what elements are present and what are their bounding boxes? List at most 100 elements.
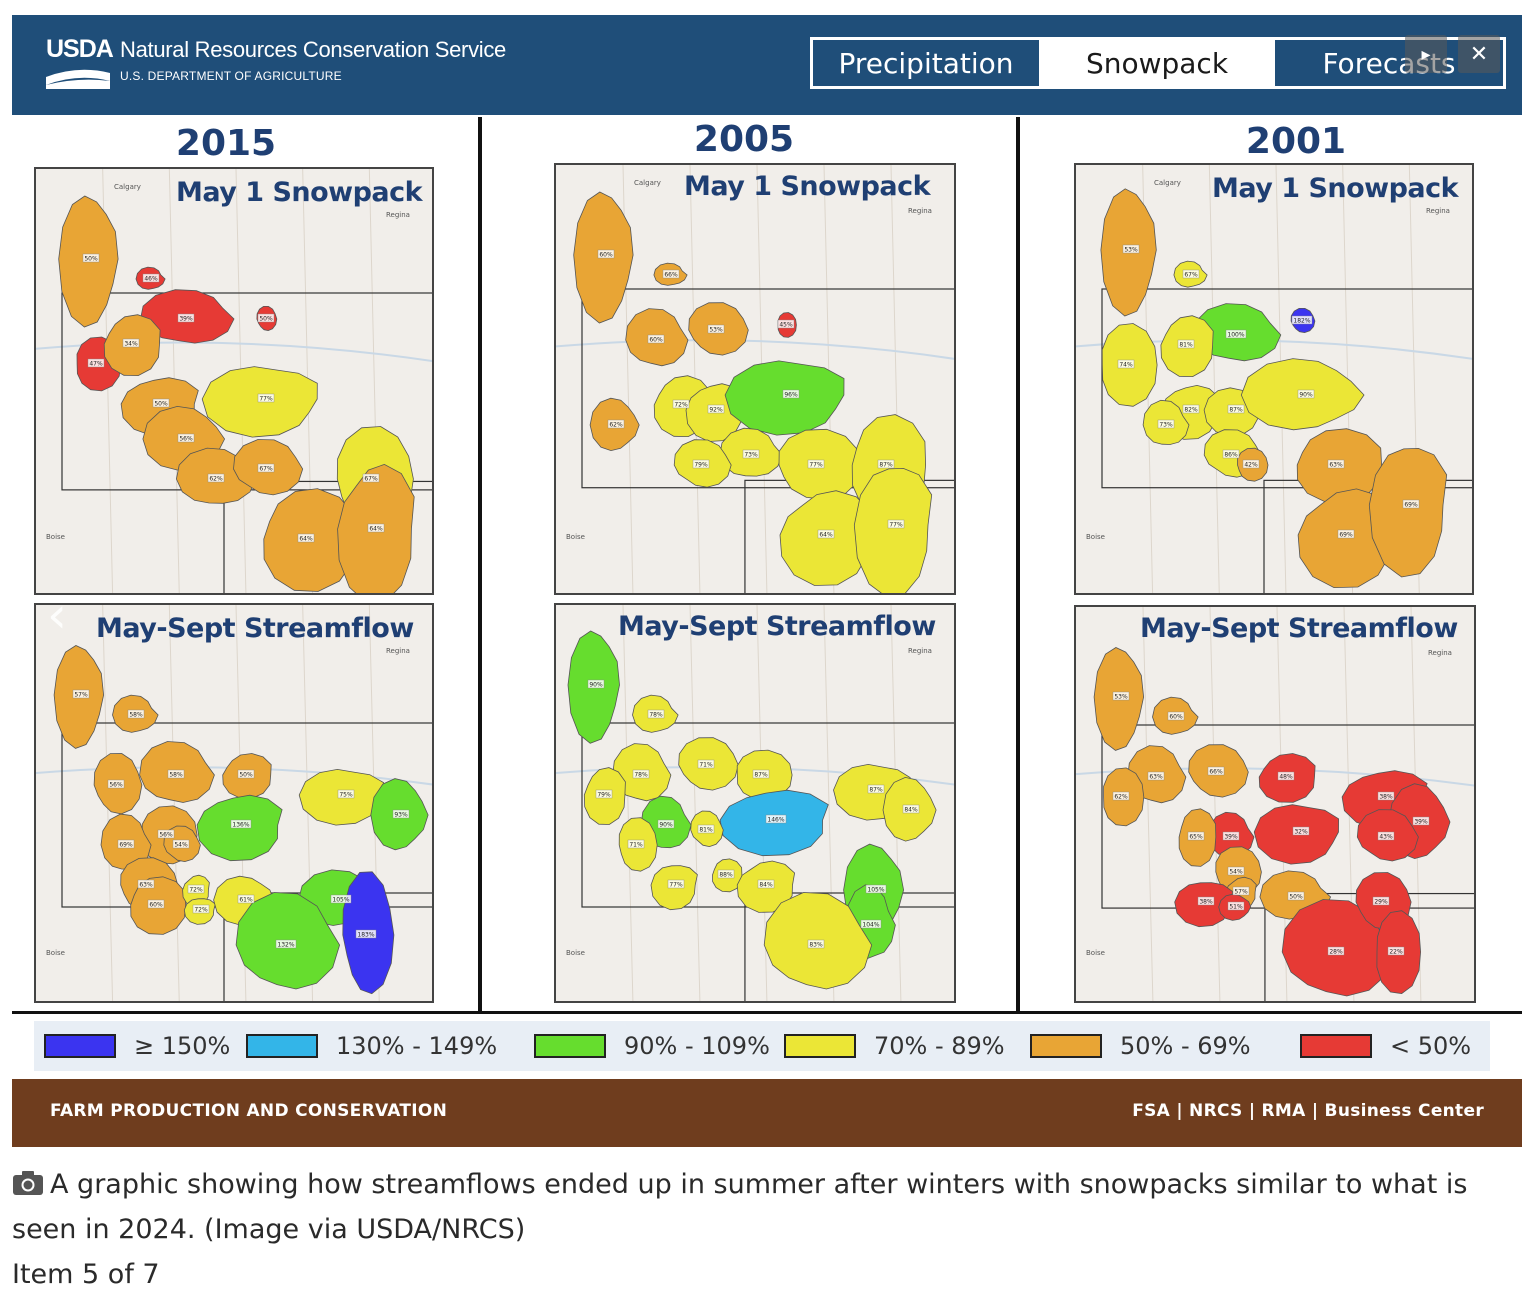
legend-label: 130% - 149% <box>336 1032 498 1060</box>
basin-percent-label: 77% <box>669 882 683 889</box>
basin-percent-label: 38% <box>1379 794 1393 801</box>
basin-percent-label: 90% <box>589 682 603 689</box>
svg-text:Regina: Regina <box>1428 649 1452 657</box>
basin-percent-label: 87% <box>1229 407 1243 414</box>
streamflow-map-title: May-Sept Streamflow <box>1140 613 1458 644</box>
basin-percent-label: 62% <box>209 476 223 483</box>
basin-percent-label: 82% <box>1184 407 1198 414</box>
basin-percent-label: 73% <box>744 452 758 459</box>
legend-label: 90% - 109% <box>624 1032 770 1060</box>
basin-percent-label: 56% <box>159 832 173 839</box>
basin-percent-label: 51% <box>1229 904 1243 911</box>
streamflow-map-2005-graphic: Boise Regina 90% 78% 78% 71% 87% 79% 146% 87% 84% 9… <box>556 605 954 1001</box>
basin-percent-label: 64% <box>369 526 383 533</box>
snowpack-map-2015: Calgary Boise Regina 50% 46% 39% 50% 47% 34% 50% 7… <box>34 167 434 595</box>
legend-swatch <box>44 1034 116 1058</box>
basin-percent-label: 46% <box>144 276 158 283</box>
streamflow-map-2015: Boise Regina 57% 58% 58% 56% 56% 50% 136% 75% 93% 6… <box>34 603 434 1003</box>
svg-text:Boise: Boise <box>46 949 65 957</box>
basin-percent-label: 78% <box>634 772 648 779</box>
footer-bar: FARM PRODUCTION AND CONSERVATION FSA | N… <box>12 1079 1522 1147</box>
basin-percent-label: 90% <box>659 822 673 829</box>
basin-percent-label: 77% <box>809 462 823 469</box>
camera-icon <box>13 1171 43 1195</box>
legend-swatch <box>1300 1034 1372 1058</box>
basin-percent-label: 75% <box>339 792 353 799</box>
basin-percent-label: 57% <box>1234 889 1248 896</box>
slideshow-image: USDA Natural Resources Conservation Serv… <box>12 15 1522 1147</box>
legend-swatch <box>1030 1034 1102 1058</box>
legend-item: 70% - 89% <box>784 1021 1005 1071</box>
basin-percent-label: 183% <box>357 932 374 939</box>
legend-swatch <box>534 1034 606 1058</box>
tab-snowpack[interactable]: Snowpack <box>1039 40 1275 86</box>
basin-percent-label: 72% <box>674 402 688 409</box>
basin-percent-label: 64% <box>819 532 833 539</box>
image-caption: A graphic showing how streamflows ended … <box>12 1162 1512 1252</box>
streamflow-map-title: May-Sept Streamflow <box>96 613 414 644</box>
basin-percent-label: 60% <box>649 337 663 344</box>
basin-percent-label: 39% <box>1224 834 1238 841</box>
legend-item: ≥ 150% <box>44 1021 230 1071</box>
basin-percent-label: 54% <box>1229 869 1243 876</box>
basin-percent-label: 53% <box>1114 694 1128 701</box>
basin-percent-label: 79% <box>597 792 611 799</box>
basin-percent-label: 63% <box>1329 462 1343 469</box>
snowpack-map-2001: Calgary Boise Regina 53% 67% 100% 182% 74% 81% 82… <box>1074 163 1474 595</box>
basin-percent-label: 53% <box>709 327 723 334</box>
basin-percent-label: 72% <box>189 887 203 894</box>
year-2001: 2001 <box>1245 121 1347 162</box>
tab-precipitation[interactable]: Precipitation <box>813 40 1039 86</box>
basin-percent-label: 92% <box>709 407 723 414</box>
basin-percent-label: 69% <box>1404 502 1418 509</box>
basin-percent-label: 69% <box>1339 532 1353 539</box>
basin-percent-label: 105% <box>867 887 884 894</box>
legend-swatch <box>784 1034 856 1058</box>
basin-percent-label: 69% <box>119 842 133 849</box>
previous-arrow-icon[interactable]: ‹ <box>47 586 67 644</box>
basin-percent-label: 60% <box>1169 714 1183 721</box>
basin-percent-label: 50% <box>1289 894 1303 901</box>
basin-percent-label: 132% <box>277 942 294 949</box>
basin-percent-label: 50% <box>84 256 98 263</box>
basin-percent-label: 67% <box>259 466 273 473</box>
basin-percent-label: 77% <box>259 396 273 403</box>
basin-percent-label: 66% <box>1209 769 1223 776</box>
agency-name: Natural Resources Conservation Service <box>120 37 506 62</box>
svg-text:Regina: Regina <box>386 211 410 219</box>
map-legend: ≥ 150% 130% - 149% 90% - 109% 70% - 89% … <box>34 1021 1490 1071</box>
basin-percent-label: 62% <box>609 422 623 429</box>
basin-percent-label: 72% <box>194 907 208 914</box>
basin-percent-label: 71% <box>699 762 713 769</box>
basin-percent-label: 29% <box>1374 899 1388 906</box>
svg-text:Boise: Boise <box>46 533 65 541</box>
snowpack-map-title: May 1 Snowpack <box>684 171 931 202</box>
basin-percent-label: 71% <box>629 842 643 849</box>
basin-percent-label: 47% <box>89 361 103 368</box>
svg-text:Calgary: Calgary <box>1154 179 1181 187</box>
basin-percent-label: 50% <box>239 772 253 779</box>
basin-percent-label: 182% <box>1293 318 1310 325</box>
basin-percent-label: 62% <box>1114 794 1128 801</box>
legend-item: 90% - 109% <box>534 1021 770 1071</box>
close-button[interactable]: ✕ <box>1458 35 1500 73</box>
basin-percent-label: 42% <box>1244 462 1258 469</box>
legend-swatch <box>246 1034 318 1058</box>
basin-percent-label: 53% <box>1124 247 1138 254</box>
next-arrow-icon[interactable]: › <box>1493 586 1513 644</box>
basin-percent-label: 79% <box>694 462 708 469</box>
svg-text:Regina: Regina <box>908 647 932 655</box>
svg-text:Calgary: Calgary <box>114 183 141 191</box>
basin-percent-label: 63% <box>139 882 153 889</box>
column-divider <box>1016 117 1020 1011</box>
header-bar: USDA Natural Resources Conservation Serv… <box>12 15 1522 115</box>
basin-percent-label: 77% <box>889 522 903 529</box>
play-button[interactable]: ▸ <box>1405 35 1447 73</box>
footer-mission-area: FARM PRODUCTION AND CONSERVATION <box>50 1101 448 1121</box>
year-2015: 2015 <box>175 123 277 164</box>
basin-percent-label: 81% <box>699 827 713 834</box>
basin-percent-label: 105% <box>332 897 349 904</box>
svg-text:Regina: Regina <box>386 647 410 655</box>
streamflow-map-2001: Boise Regina 53% 60% 63% 66% 62% 48% 38% 32% 39% 39… <box>1074 605 1476 1003</box>
streamflow-map-title: May-Sept Streamflow <box>618 611 936 642</box>
